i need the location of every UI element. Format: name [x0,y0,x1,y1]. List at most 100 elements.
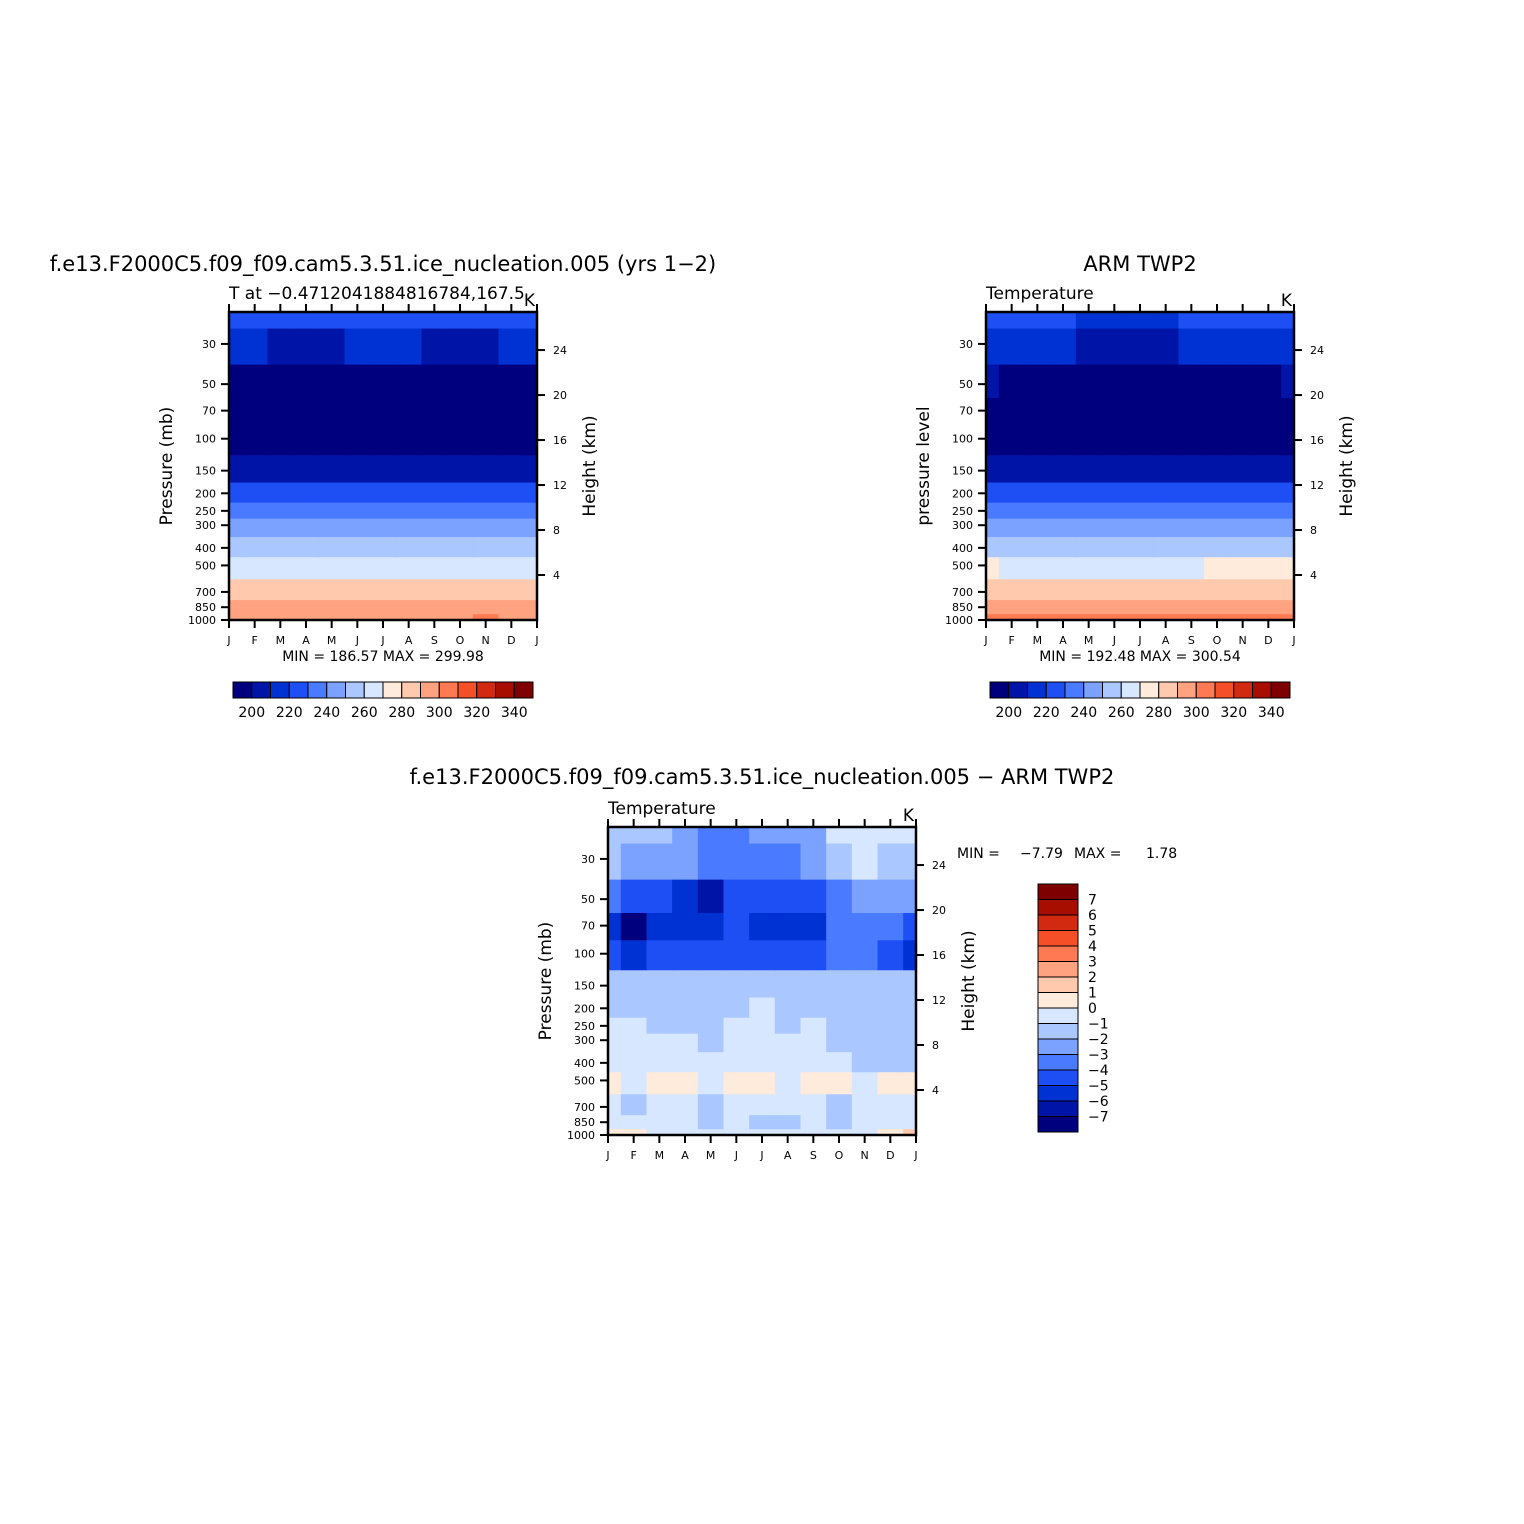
heatmap-cell [241,556,269,580]
y-tick-label: 150 [574,980,595,993]
heatmap-cells [986,312,1294,620]
heatmap-cell [472,424,500,456]
heatmap-cell [646,1128,673,1135]
heatmap-cell [267,327,294,365]
heatmap-cell [498,424,525,456]
heatmap-cell [1255,613,1282,620]
colorbar-tick-label: 300 [1183,705,1210,721]
heatmap-cell [646,969,673,998]
heatmap-cell [774,827,802,844]
heatmap-cell [344,327,371,365]
heatmap-cell [395,424,423,456]
y-right-axis-label: Height (km) [1337,415,1357,516]
heatmap-cell [998,327,1026,365]
heatmap-cell [723,969,750,998]
heatmap-cell [293,312,320,329]
heatmap-cell [1281,364,1294,398]
chart-title: ARM TWP2 [1083,252,1196,276]
y-tick-label: 850 [195,601,216,614]
heatmap-cell [723,1093,750,1116]
y-tick-label: 850 [574,1116,595,1129]
heatmap-cell [1255,454,1282,483]
heatmap-cell [986,536,1000,558]
heatmap-cell [318,327,346,365]
x-tick-label: J [759,1149,763,1162]
y-tick-label: 100 [952,433,973,446]
colorbar-tick-label: 220 [1033,705,1060,721]
heatmap-cell [1255,312,1282,329]
y-tick-label: 250 [574,1020,595,1033]
heatmap-cell [447,599,474,615]
colorbar-tick-label: −5 [1088,1079,1109,1095]
x-tick-label: J [1291,634,1295,647]
heatmap-cell [1101,327,1128,365]
heatmap-cell [1229,518,1257,538]
heatmap-cell [851,842,879,880]
heatmap-cell [826,1128,853,1135]
heatmap-cell [524,454,537,483]
heatmap-cell [1255,578,1282,601]
y-tick-label: 400 [195,542,216,555]
units-label: K [1281,291,1293,311]
colorbar-box [1037,992,1079,1009]
y-tick-label: 200 [574,1002,595,1015]
heatmap-cell [697,1071,725,1095]
heatmap-cell [1152,536,1180,558]
heatmap-cell [524,613,537,620]
heatmap-cell [1024,578,1051,601]
heatmap-cell [851,1114,879,1130]
heatmap-cell [646,912,673,941]
heatmap-cell [877,912,904,941]
colorbar-box [476,681,496,699]
colorbar-box [1083,681,1103,699]
x-tick-label: N [482,634,490,647]
heatmap-cell [1229,556,1257,580]
heatmap-cell [395,454,423,483]
heatmap-cell [877,1071,904,1095]
colorbar-box [1195,681,1216,699]
heatmap-cell [672,1051,699,1073]
heatmap-cell [370,599,397,615]
heatmap-cell [472,536,500,558]
heatmap-cell [1075,502,1103,519]
heatmap-cell [318,397,346,426]
heatmap-cell [1229,327,1257,365]
heatmap-cell [672,939,699,971]
heatmap-cell [1281,397,1294,426]
x-tick-label: A [405,634,413,647]
heatmap-cell [672,912,699,941]
heatmap-cell [1281,454,1294,483]
colorbar-box [345,681,365,699]
heatmap-cell [293,556,320,580]
colorbar-box [401,681,421,699]
heatmap-cell [774,1128,802,1135]
heatmap-cell [344,502,371,519]
heatmap-cell [620,1093,648,1116]
units-label: K [903,806,915,826]
heatmap-cell [1127,454,1154,483]
heatmap-cell [1255,327,1282,365]
colorbar-tick-label: 5 [1088,924,1097,940]
heatmap-cell [472,599,500,615]
heatmap-cell [498,536,525,558]
heatmap-cell [344,556,371,580]
heatmap-cell [774,1033,802,1053]
heatmap-cell [421,518,448,538]
heatmap-cell [1229,502,1257,519]
heatmap-cell [370,312,397,329]
heatmap-cell [1075,599,1103,615]
heatmap-cell [498,454,525,483]
panel-1: f.e13.F2000C5.f09_f09.cam5.3.51.ice_nucl… [50,252,716,721]
heatmap-cell [1024,397,1051,426]
heatmap-cell [318,454,346,483]
heatmap-cell [646,939,673,971]
heatmap-cell [851,969,879,998]
heatmap-cell [646,996,673,1018]
x-tick-label: J [380,634,384,647]
heatmap-cell [370,502,397,519]
y-tick-label: 1000 [567,1129,595,1142]
heatmap-cell [1075,536,1103,558]
heatmap-cell [318,578,346,601]
heatmap-cell [447,518,474,538]
heatmap-cell [774,996,802,1018]
